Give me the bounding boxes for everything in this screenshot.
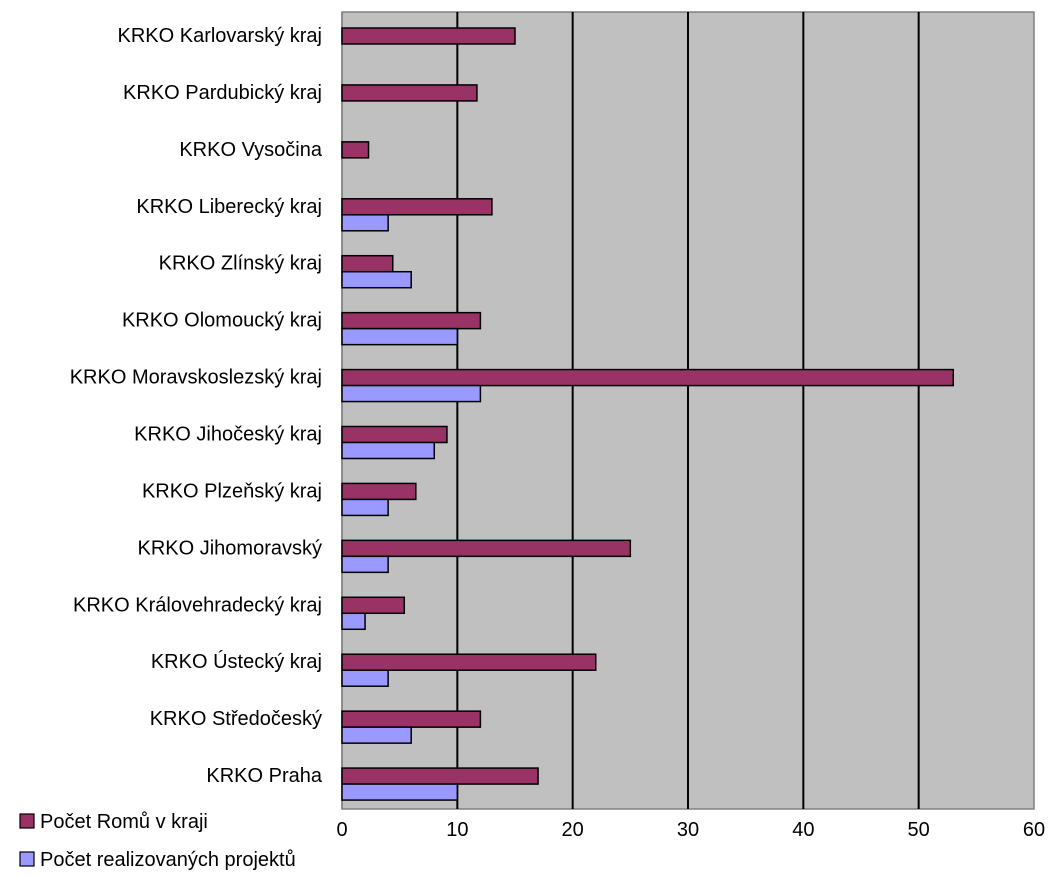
bar-roma-count (341, 368, 955, 387)
legend-swatch (19, 813, 35, 829)
category-label: KRKO Praha (206, 765, 322, 787)
bar-roma-count (341, 710, 482, 728)
x-tick-label: 10 (446, 819, 468, 841)
bar-roma-count (341, 596, 406, 615)
x-tick-label: 20 (562, 819, 584, 841)
category-label: KRKO Jihočeský kraj (134, 424, 322, 446)
bar-roma-count (341, 141, 370, 159)
bar-roma-count (341, 767, 539, 785)
bar-roma-count (341, 539, 632, 558)
x-tick-label: 50 (908, 819, 930, 841)
bar-roma-count (341, 27, 516, 45)
category-label: KRKO Pardubický kraj (123, 82, 322, 104)
bar-project-count (341, 270, 412, 289)
category-label: KRKO Jihomoravský (138, 537, 323, 559)
x-tick-label: 40 (792, 819, 814, 841)
bar-roma-count (341, 198, 493, 216)
bar-roma-count (341, 311, 482, 330)
category-label: KRKO Moravskoslezský kraj (70, 367, 322, 389)
bar-project-count (341, 555, 389, 574)
legend-label: Počet realizovaných projektů (40, 849, 296, 871)
bar-roma-count (341, 482, 417, 501)
category-label: KRKO Liberecký kraj (136, 196, 322, 218)
bar-project-count (341, 783, 459, 801)
bar-roma-count (341, 653, 597, 671)
category-label: KRKO Karlovarský kraj (118, 25, 323, 47)
bar-project-count (341, 327, 459, 346)
bars (341, 27, 955, 801)
bar-project-count (341, 441, 436, 460)
category-label: KRKO Ústecký kraj (151, 650, 322, 673)
category-label: KRKO Plzeňský kraj (142, 480, 322, 502)
bar-roma-count (341, 425, 448, 444)
x-tick-label: 60 (1023, 819, 1045, 841)
bar-project-count (341, 214, 389, 232)
legend-label: Počet Romů v kraji (40, 811, 208, 833)
category-label: KRKO Středočeský (150, 708, 322, 730)
bar-roma-count (341, 84, 478, 102)
category-label: KRKO Zlínský kraj (159, 253, 322, 275)
legend: Počet Romů v kraji Počet realizovaných pr… (19, 811, 296, 871)
x-tick-label: 0 (336, 819, 347, 841)
bar-project-count (341, 498, 389, 517)
bar-project-count (341, 726, 412, 744)
x-tick-labels: 0 10 20 30 40 50 60 (336, 819, 1045, 841)
category-label: KRKO Vysočina (179, 139, 323, 161)
category-label: KRKO Královehradecký kraj (73, 594, 322, 616)
bar-project-count (341, 669, 389, 687)
legend-swatch (19, 851, 35, 867)
bar-project-count (341, 612, 366, 631)
bar-roma-count (341, 254, 394, 273)
category-labels: KRKO Karlovarský kraj KRKO Pardubický kra… (70, 25, 323, 787)
bar-project-count (341, 384, 482, 403)
category-label: KRKO Olomoucký kraj (122, 310, 322, 332)
x-tick-label: 30 (677, 819, 699, 841)
